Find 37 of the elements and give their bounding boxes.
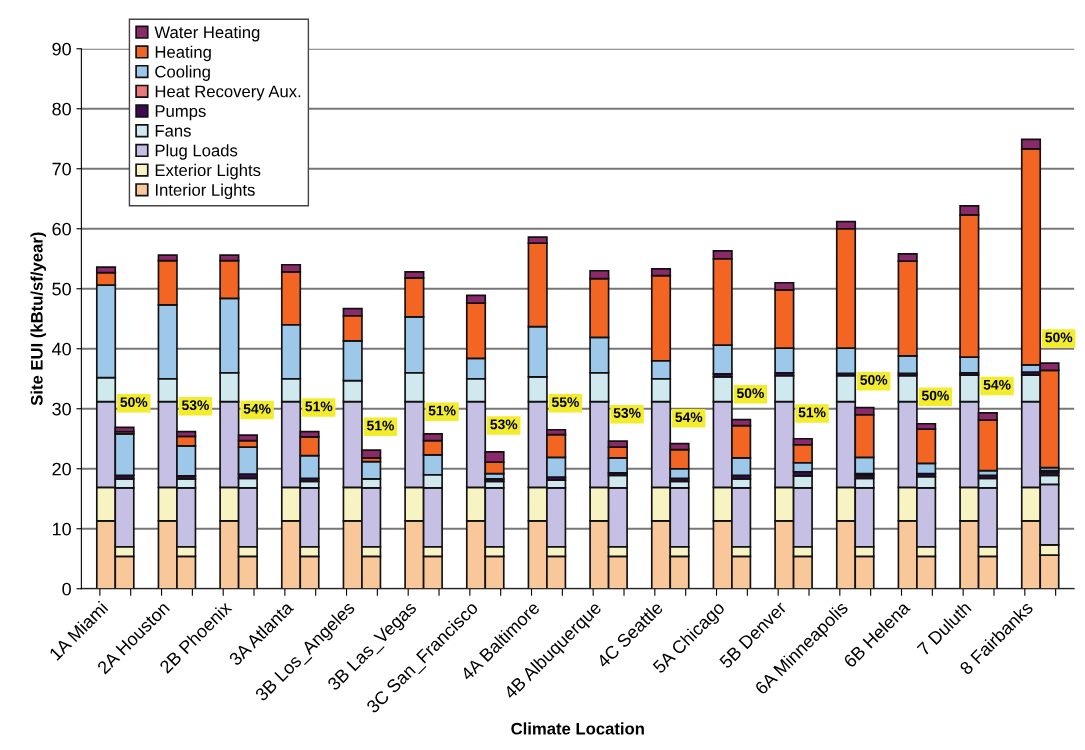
legend-label: Heat Recovery Aux.	[155, 85, 301, 101]
y-tick-label: 70	[52, 162, 71, 176]
annotation: 53%	[181, 400, 209, 411]
annotation: 54%	[243, 403, 271, 414]
y-tick-label: 50	[52, 282, 71, 296]
annotation: 54%	[675, 412, 703, 423]
annotation: 50%	[860, 375, 888, 385]
annotation: 50%	[736, 388, 764, 399]
y-tick-label: 0	[62, 582, 71, 596]
legend-label: Heating	[155, 45, 211, 62]
y-tick-label: 20	[52, 462, 71, 476]
legend-label: Water Heating	[154, 25, 260, 42]
annotation: 51%	[305, 401, 333, 412]
legend-label: Fans	[155, 125, 191, 137]
annotation: 51%	[366, 420, 394, 431]
legend-label: Cooling	[155, 65, 210, 81]
y-tick-label: 40	[51, 342, 71, 356]
annotation: 53%	[490, 419, 518, 430]
legend-label: Exterior Lights	[155, 163, 261, 180]
y-tick-label: 10	[52, 522, 71, 536]
annotation: 53%	[613, 408, 641, 418]
annotation: 51%	[798, 407, 826, 418]
annotation: 51%	[428, 405, 456, 416]
y-tick-label: 30	[52, 402, 71, 416]
annotation: 50%	[1045, 332, 1073, 343]
annotation: 55%	[551, 397, 579, 408]
legend-label: Plug Loads	[155, 144, 238, 160]
annotation: 54%	[983, 379, 1011, 390]
y-axis-title: Site EUI (kBtu/sf/year)	[30, 232, 47, 406]
y-tick-label: 90	[52, 42, 71, 56]
x-axis-title: Climate Location	[511, 722, 644, 735]
legend-label: Pumps	[155, 105, 206, 121]
y-tick-label: 60	[52, 222, 71, 236]
y-tick-label: 80	[52, 102, 71, 116]
annotation: 50%	[921, 390, 949, 401]
legend-label: Interior Lights	[155, 183, 255, 200]
annotation: 50%	[120, 397, 148, 408]
